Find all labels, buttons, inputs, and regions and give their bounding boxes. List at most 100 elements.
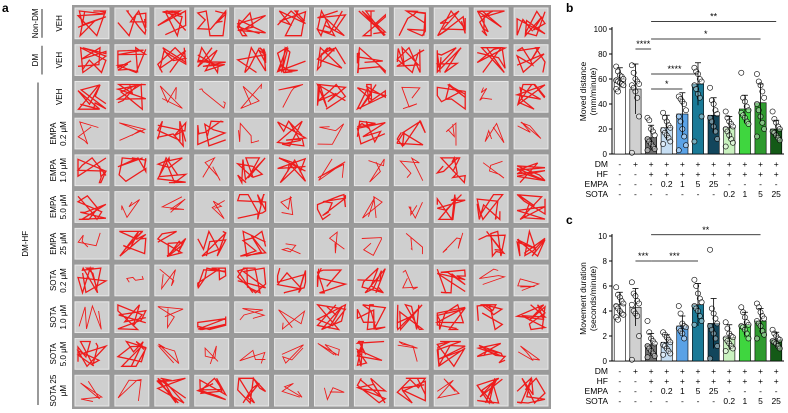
movement-trace <box>277 157 307 184</box>
treatment-value: + <box>664 376 669 386</box>
y-tick-label: 60 <box>598 75 607 84</box>
y-tick-label: 10 <box>598 232 607 241</box>
data-point <box>698 299 705 306</box>
data-point <box>628 301 635 308</box>
data-point <box>691 138 698 145</box>
movement-trace <box>476 10 505 37</box>
treatment-value: 0.2 <box>661 179 673 189</box>
data-point <box>722 108 729 115</box>
treatment-value: + <box>649 159 654 169</box>
treatment-value: + <box>649 376 654 386</box>
treatment-value: 25 <box>709 179 719 189</box>
treatment-value: 5 <box>696 386 701 396</box>
movement-trace <box>368 158 385 183</box>
data-point <box>707 355 713 362</box>
data-point <box>761 94 768 101</box>
treatment-row-label: DM <box>595 366 608 376</box>
movement-trace <box>437 9 466 37</box>
y-tick-label: 0 <box>603 357 608 366</box>
data-point <box>708 305 715 312</box>
movement-trace <box>156 377 187 404</box>
treatment-value: + <box>727 169 732 179</box>
data-point <box>693 86 700 92</box>
movement-trace <box>237 376 267 405</box>
significance-label: *** <box>669 251 680 261</box>
treatment-row-label: DM <box>595 159 608 169</box>
movement-trace <box>396 303 425 332</box>
panel-a-tracking-grid <box>72 5 551 409</box>
treatment-value: - <box>618 366 621 376</box>
data-point <box>613 63 620 70</box>
data-point <box>708 118 715 125</box>
data-point <box>712 335 719 342</box>
movement-trace <box>328 231 345 254</box>
dose-label: 5.0 μM <box>59 194 68 219</box>
well <box>274 227 310 260</box>
well <box>473 154 509 187</box>
treatment-value: 5 <box>696 179 701 189</box>
movement-trace <box>159 268 176 291</box>
movement-trace <box>196 377 228 401</box>
data-point <box>628 356 635 363</box>
treatment-value: - <box>697 189 700 199</box>
data-point <box>675 303 682 309</box>
well <box>194 338 230 370</box>
significance-label: *** <box>638 251 649 261</box>
well <box>74 227 110 260</box>
movement-trace <box>76 10 107 38</box>
data-point <box>660 109 667 116</box>
well <box>393 80 429 113</box>
dose-label: 1.0 μM <box>59 158 68 183</box>
movement-trace <box>80 380 104 402</box>
treatment-value: 1 <box>680 386 685 396</box>
well <box>473 80 509 113</box>
dose-label: 0.2 μM <box>59 121 68 146</box>
data-point <box>754 71 760 77</box>
treatment-value: - <box>634 386 637 396</box>
movement-trace <box>316 46 346 72</box>
treatment-label: EMPA <box>49 122 58 145</box>
treatment-value: - <box>712 396 715 406</box>
data-point <box>696 94 703 101</box>
movement-trace <box>445 122 457 146</box>
data-point <box>745 335 752 342</box>
significance-label: **** <box>636 39 651 49</box>
data-point <box>636 300 642 307</box>
movement-trace <box>117 157 147 183</box>
well <box>314 338 349 370</box>
treatment-row-label: EMPA <box>585 386 609 396</box>
treatment-value: - <box>759 179 762 189</box>
data-point <box>712 315 719 322</box>
treatment-row-label: SOTA <box>585 189 608 199</box>
dose-label: μM <box>59 385 68 397</box>
significance-label: * <box>665 79 669 89</box>
movement-trace <box>358 10 387 37</box>
movement-trace <box>156 155 188 184</box>
movement-trace <box>316 9 347 38</box>
well <box>393 264 429 297</box>
well <box>393 154 429 187</box>
data-point <box>613 284 620 291</box>
data-point <box>754 133 760 140</box>
treatment-value: + <box>711 159 716 169</box>
treatment-value: + <box>680 366 685 376</box>
treatment-row-label: SOTA <box>585 396 608 406</box>
movement-trace <box>405 233 423 255</box>
treatment-value: - <box>743 386 746 396</box>
treatment-row-label: HF <box>597 169 608 179</box>
treatment-value: - <box>618 376 621 386</box>
data-point <box>714 320 721 327</box>
movement-trace <box>121 199 140 219</box>
y-tick-label: 20 <box>598 125 607 134</box>
well <box>194 80 230 113</box>
movement-trace <box>278 309 306 331</box>
treatment-value: 1 <box>680 179 685 189</box>
significance-label: * <box>704 29 708 39</box>
treatment-value: - <box>634 179 637 189</box>
data-point <box>644 354 651 361</box>
treatment-row-label: HF <box>597 376 608 386</box>
movement-trace <box>479 87 493 101</box>
movement-trace <box>236 193 267 220</box>
treatment-value: + <box>758 366 763 376</box>
movement-trace <box>116 340 147 367</box>
